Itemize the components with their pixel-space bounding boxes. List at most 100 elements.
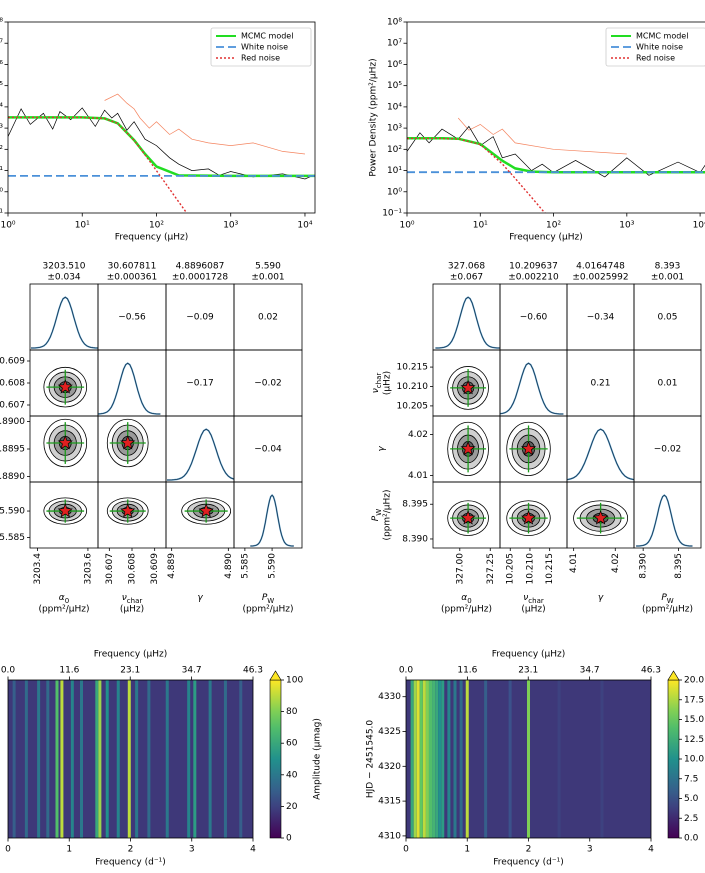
x-tick-label: 1 [464, 845, 470, 855]
y-tick-label: 10¹ [0, 166, 3, 176]
heatmap-stripe [432, 680, 436, 838]
y-tick-label: 4320 [378, 762, 401, 772]
correlation-label: −0.02 [254, 379, 282, 389]
median-marker [57, 379, 73, 394]
x-tick-label: 30.609 [150, 553, 160, 585]
symbol: ν [371, 388, 381, 393]
y-tick-label: 4315 [378, 797, 401, 807]
heatmap-stripe [425, 680, 429, 838]
symbol: P [371, 515, 381, 521]
correlation-label: −0.02 [654, 445, 682, 455]
colorbar-tick-label: 17.5 [684, 695, 704, 705]
correlation-label: 0.21 [590, 379, 610, 389]
x-tick-label: 0 [403, 845, 409, 855]
x-tick-label: 3 [189, 845, 195, 855]
subscript: W [267, 597, 274, 605]
x-tick-label: 1 [66, 845, 72, 855]
x-tick-label: 10⁴ [297, 221, 312, 231]
subscript: W [667, 597, 674, 605]
y-tick-label: 10⁻¹ [0, 209, 3, 219]
heatmap-stripe [484, 680, 488, 838]
x-top-tick-label: 11.6 [457, 666, 477, 676]
posterior-fit [98, 362, 161, 415]
y-tick-label: 10³ [0, 124, 3, 134]
median-label: 10.209637 [509, 262, 558, 272]
x-top-axis-label: Frequency (μHz) [492, 650, 566, 660]
heatmap-stripe [46, 680, 50, 838]
heatmap-stripe [223, 680, 227, 838]
median-label: 4.0164748 [576, 262, 625, 272]
y-tick-label: 4.01 [408, 471, 428, 481]
x-tick-label: 4.02 [611, 553, 621, 573]
cell-frame [165, 415, 235, 483]
median-marker [120, 503, 136, 518]
symbol: P [661, 593, 667, 603]
x-tick-label: 4.889 [167, 553, 177, 579]
y-tick-label: 10.210 [397, 382, 429, 392]
y-tick-label: 5.590 [0, 507, 25, 517]
heatmap-stripe [527, 680, 530, 838]
error-label: ±0.002210 [508, 273, 559, 283]
y-tick-label: 10⁰ [387, 187, 402, 197]
axes-frame [7, 21, 316, 214]
heatmap-stripe [508, 680, 512, 838]
x-tick-label: 4 [250, 845, 256, 855]
axis-unit: (μHz) [120, 605, 144, 615]
x-tick-label: 3203.6 [83, 553, 93, 585]
y-tick-label: 4325 [378, 727, 401, 737]
median-marker [460, 379, 476, 395]
y-tick-label: 30.609 [0, 357, 25, 367]
x-tick-label: 8.390 [639, 553, 649, 579]
y-tick-label: 10⁵ [387, 81, 402, 91]
error-label: ±0.034 [47, 273, 81, 283]
legend-label: MCMC model [636, 32, 688, 41]
posterior-fit [435, 296, 500, 349]
cell-frame [97, 349, 167, 417]
heatmap-stripe [453, 680, 457, 838]
axis-unit: (μHz) [521, 605, 545, 615]
cell-frame [432, 283, 501, 351]
correlation-label: −0.60 [520, 313, 548, 323]
y-axis-label: HJD − 2451545.0 [366, 720, 376, 799]
heatmap-stripe [441, 680, 445, 838]
colorbar-extend [667, 670, 680, 681]
x-top-tick-label: 0.0 [399, 666, 414, 676]
x-tick-label: 327.25 [486, 553, 496, 585]
y-tick-label: 10³ [387, 124, 402, 134]
posterior-curve [31, 296, 98, 349]
correlation-label: −0.04 [254, 445, 282, 455]
x-top-tick-label: 23.1 [120, 666, 140, 676]
y-tick-label: 10⁵ [0, 81, 3, 91]
axis-unit: (μHz) [383, 371, 393, 395]
heatmap-stripe [165, 680, 169, 838]
heatmap-stripe [410, 680, 414, 838]
colorbar-tick-label: 7.5 [684, 774, 698, 784]
y-tick-label: 10¹ [387, 166, 402, 176]
heatmap-stripe [187, 680, 191, 838]
y-tick-label: 10⁸ [387, 18, 402, 28]
y-tick-label: 4.8900 [0, 417, 25, 427]
axis-symbol: γ [598, 593, 604, 603]
cell-frame [566, 415, 635, 483]
x-tick-label: 0 [5, 845, 11, 855]
y-tick-label: 10⁷ [387, 39, 402, 49]
median-label: 4.8896087 [176, 262, 225, 272]
error-label: ±0.067 [450, 273, 483, 283]
y-tick-label: 10.215 [397, 363, 429, 373]
y-tick-label: 10.205 [397, 401, 429, 411]
y-tick-label: 10² [387, 145, 402, 155]
x-top-tick-label: 34.7 [580, 666, 600, 676]
posterior-curve [167, 428, 234, 481]
posterior-curve [500, 362, 564, 415]
median-label: 327.068 [448, 262, 485, 272]
y-tick-label: 10² [0, 145, 3, 155]
x-tick-label: 5.585 [240, 553, 250, 579]
x-tick-label: 10⁰ [399, 221, 414, 231]
x-top-axis-label: Frequency (μHz) [94, 650, 168, 660]
posterior-fit [31, 296, 98, 349]
correlation-label: −0.17 [186, 379, 214, 389]
error-label: ±0.000361 [107, 273, 157, 283]
x-top-tick-label: 0.0 [1, 666, 16, 676]
subscript: char [528, 597, 544, 605]
